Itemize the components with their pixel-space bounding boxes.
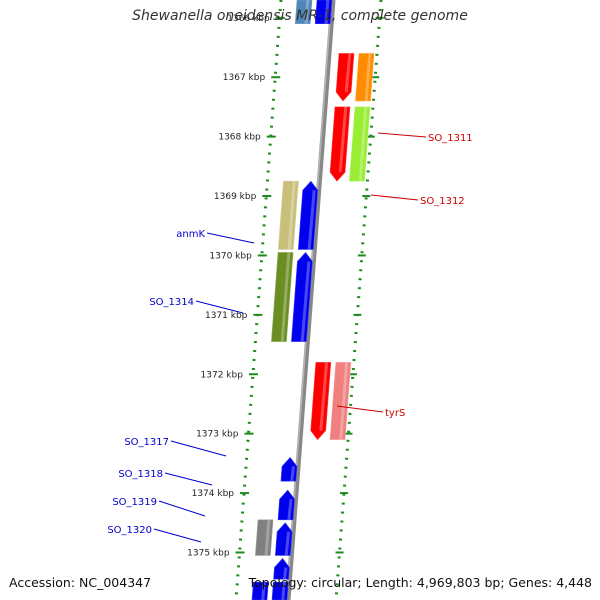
gene-feature-shine-f17	[282, 567, 288, 580]
gene-leader-anmk	[206, 232, 255, 244]
gene-feature-shine-f2	[324, 0, 330, 24]
gene-feature-f15	[255, 519, 274, 556]
gene-feature-shine-f14	[287, 498, 293, 520]
gene-feature-shine-f19	[281, 582, 286, 600]
gene-feature-shine-f10	[300, 261, 311, 342]
gene-feature-shine-f6	[358, 106, 368, 182]
gene-leader-so_1311	[377, 132, 427, 138]
gene-label-so_1311: SO_1311	[428, 133, 473, 144]
genome-backbone	[285, 0, 336, 600]
gene-feature-shine-f7	[287, 181, 296, 250]
map-title: Shewanella oneidensis MR-1, complete gen…	[132, 8, 468, 24]
gene-feature-shine-f11	[319, 362, 329, 431]
gene-feature-shine-f16	[284, 531, 291, 556]
gene-leader-so_1319	[158, 500, 206, 517]
tick-label-1371: 1371 kbp	[205, 311, 248, 321]
gene-label-so_1319: SO_1319	[112, 497, 157, 508]
gene-leader-so_1314	[195, 300, 244, 314]
gene-feature-f7	[277, 180, 299, 250]
tick-label-1366: 1366 kbp	[227, 14, 270, 24]
gene-feature-f16	[275, 522, 293, 556]
gene-label-so_1314: SO_1314	[149, 297, 194, 308]
gene-leader-so_1312	[370, 194, 419, 201]
gene-leader-so_1318	[164, 472, 213, 486]
tick-label-1370: 1370 kbp	[209, 251, 252, 261]
tick-label-1375: 1375 kbp	[187, 548, 230, 558]
dotted-ring-left	[234, 0, 283, 600]
gene-feature-shine-f9	[280, 252, 291, 342]
gene-feature-shine-f4	[364, 53, 372, 102]
dotted-ring-right	[334, 0, 383, 600]
tick-label-1374: 1374 kbp	[192, 489, 235, 499]
gene-label-tyrs: tyrS	[385, 408, 405, 419]
gene-feature-shine-f13	[290, 466, 295, 482]
tick-label-1373: 1373 kbp	[196, 430, 239, 440]
gene-feature-shine-f12	[339, 362, 349, 440]
gene-label-so_1320: SO_1320	[107, 525, 152, 536]
gene-feature-shine-f5	[338, 106, 348, 173]
tick-label-1372: 1372 kbp	[201, 370, 244, 380]
gene-label-anmk: anmK	[176, 229, 205, 240]
tick-label-1367: 1367 kbp	[223, 73, 266, 83]
gene-feature-shine-f3	[344, 53, 352, 93]
gene-leader-so_1320	[153, 528, 202, 543]
gene-label-so_1318: SO_1318	[118, 469, 163, 480]
genome-summary-text: Topology: circular; Length: 4,969,803 bp…	[248, 575, 592, 590]
gene-feature-shine-f1	[304, 0, 310, 24]
gene-feature-shine-f18	[261, 582, 266, 600]
tick-label-1369: 1369 kbp	[214, 192, 257, 202]
gene-leader-tyrs	[336, 405, 384, 413]
gene-label-so_1317: SO_1317	[124, 437, 169, 448]
gene-leader-so_1317	[170, 440, 227, 457]
tick-label-1368: 1368 kbp	[218, 133, 261, 143]
gene-feature-f3	[335, 53, 355, 102]
gene-feature-f4	[355, 53, 375, 102]
gene-feature-f14	[277, 489, 295, 521]
gene-label-so_1312: SO_1312	[420, 196, 465, 207]
gene-feature-shine-f15	[264, 519, 271, 556]
accession-text: Accession: NC_004347	[9, 575, 152, 590]
gene-feature-shine-f8	[307, 190, 316, 250]
